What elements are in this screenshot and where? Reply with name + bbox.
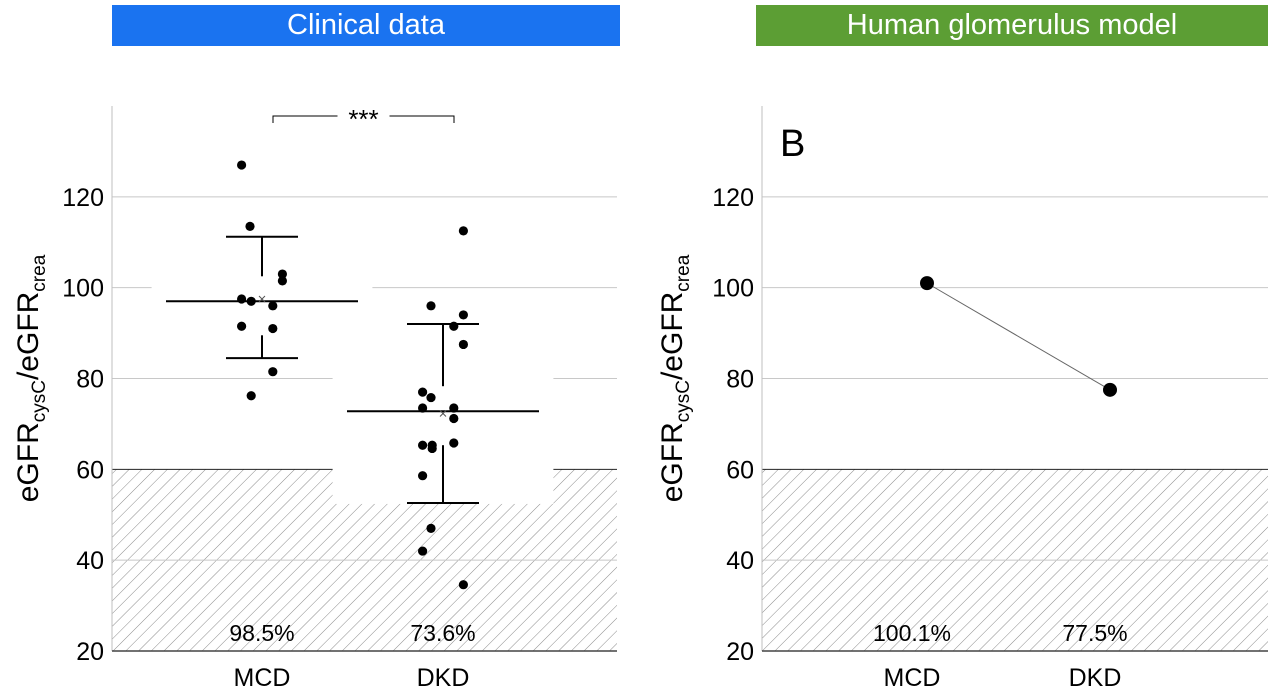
y-axis-label-sep: /eGFR <box>656 292 689 380</box>
y-axis-label-sub1: cysC <box>29 380 50 422</box>
percent-label: 98.5% <box>229 620 294 646</box>
y-tick-label: 60 <box>76 456 104 484</box>
data-point <box>426 523 436 533</box>
x-category-label: DKD <box>417 664 470 692</box>
data-point <box>237 321 247 331</box>
data-point <box>458 226 468 236</box>
data-point <box>449 413 459 424</box>
series-line <box>926 282 1111 391</box>
data-point <box>920 276 934 291</box>
y-tick-label: 120 <box>712 184 754 212</box>
data-point <box>246 296 256 306</box>
percent-label: 73.6% <box>410 620 475 646</box>
percent-label: 77.5% <box>1062 620 1127 646</box>
y-tick-label: 20 <box>726 638 754 666</box>
y-axis-label-sub1: cysC <box>673 380 694 422</box>
data-point <box>426 301 436 311</box>
significance-label-bg <box>337 106 390 126</box>
y-axis-label-sub2: crea <box>29 254 50 291</box>
y-tick-label: 80 <box>726 366 754 394</box>
y-axis-label-sep: /eGFR <box>12 292 45 380</box>
data-point <box>449 438 459 448</box>
mean-marker <box>258 295 266 303</box>
y-tick-label: 60 <box>726 456 754 484</box>
data-point <box>237 160 247 170</box>
y-tick-label: 20 <box>76 638 104 666</box>
y-axis-label-sub2: crea <box>673 254 694 291</box>
data-point <box>268 367 278 377</box>
y-axis-label-main: eGFR <box>12 422 45 502</box>
data-point <box>246 391 256 401</box>
glomerulus-model-banner: Human glomerulus model <box>756 5 1268 46</box>
x-category-label: MCD <box>884 664 941 692</box>
data-point <box>427 443 437 454</box>
data-point <box>245 221 255 231</box>
data-point <box>1103 382 1117 397</box>
y-tick-label: 40 <box>76 547 104 575</box>
data-point <box>418 440 428 450</box>
data-point <box>237 294 247 304</box>
data-point <box>458 310 468 320</box>
data-point <box>418 546 428 556</box>
panel-label: B <box>780 123 805 165</box>
data-point <box>268 301 278 311</box>
x-category-label: MCD <box>234 664 291 692</box>
data-point <box>458 339 468 350</box>
y-tick-label: 100 <box>712 275 754 303</box>
significance-label: *** <box>348 104 378 134</box>
y-axis-label: eGFRcysC/eGFRcrea <box>12 254 50 502</box>
y-tick-label: 100 <box>62 275 104 303</box>
mean-marker <box>439 410 447 417</box>
data-point <box>277 276 287 286</box>
clinical-data-banner: Clinical data <box>112 5 620 46</box>
data-point <box>449 321 459 331</box>
data-point <box>418 403 428 413</box>
data-point <box>277 269 287 279</box>
data-point <box>449 403 459 413</box>
data-point <box>458 580 468 590</box>
x-category-label: DKD <box>1069 664 1122 692</box>
y-axis-label: eGFRcysC/eGFRcrea <box>656 254 694 502</box>
y-axis-label-main: eGFR <box>656 422 689 502</box>
percent-label: 100.1% <box>873 620 951 646</box>
y-tick-label: 120 <box>62 184 104 212</box>
y-tick-label: 80 <box>76 366 104 394</box>
data-point <box>418 387 428 397</box>
data-point <box>268 323 278 334</box>
y-tick-label: 40 <box>726 547 754 575</box>
data-point <box>426 392 436 403</box>
data-point <box>418 471 428 481</box>
